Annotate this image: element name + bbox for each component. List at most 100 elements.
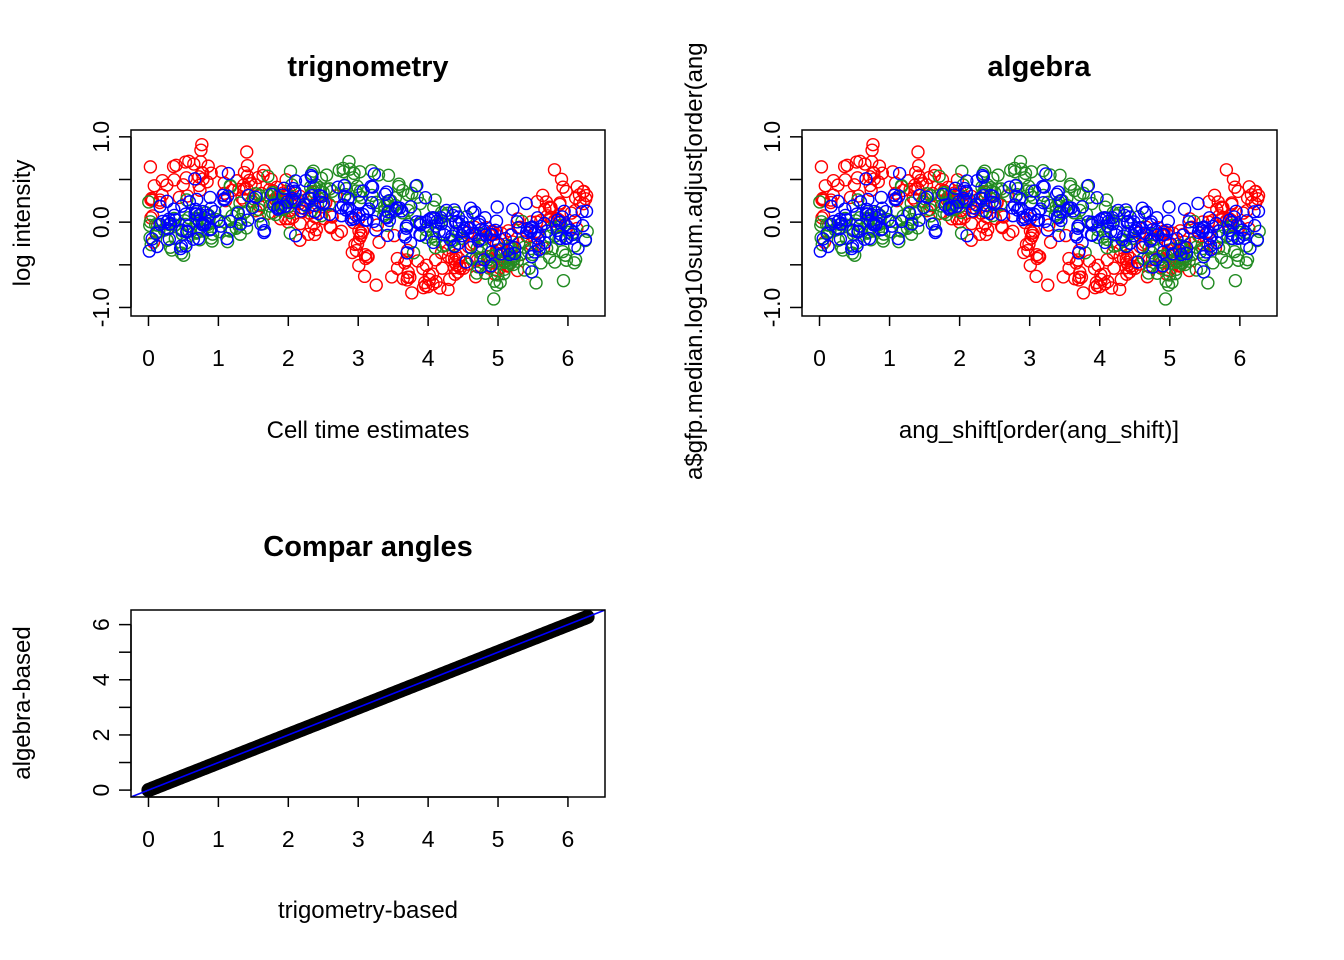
data-point [399,221,414,236]
data-point [294,204,308,218]
x-tick-label: 3 [352,826,365,852]
data-point [1212,224,1226,239]
data-point [369,223,383,237]
data-point [477,253,491,267]
data-point [221,166,236,181]
x-axis-label: ang_shift[order(ang_shift)] [899,417,1179,444]
y-axis-label: log intensity [9,160,36,287]
data-point [451,236,466,250]
data-point [443,233,457,247]
data-point [847,178,862,192]
data-point [553,197,567,212]
data-point [487,292,501,306]
data-point [891,231,905,246]
data-point [886,165,900,179]
data-point [858,157,872,171]
data-point [827,214,841,229]
data-point [1244,188,1259,202]
data-point [1051,211,1066,225]
data-point [960,229,974,243]
data-point [1232,231,1246,245]
data-point [1041,278,1055,292]
data-point [489,214,504,228]
data-point [932,169,946,183]
data-point [178,155,193,169]
data-point [217,193,231,207]
data-point [1062,261,1076,276]
data-point [410,178,424,193]
x-tick-label: 2 [282,826,295,852]
x-tick-label: 1 [883,345,896,371]
data-point [1071,221,1085,236]
x-tick-label: 3 [1023,345,1036,371]
data-point [508,240,522,255]
data-point [1018,171,1032,185]
data-point [519,196,533,211]
data-point [1006,224,1020,239]
data-point [162,212,176,226]
data-point [959,184,973,198]
data-point [889,215,903,229]
data-point [364,163,379,178]
data-point [276,188,290,202]
data-point [913,173,928,188]
data-point [445,251,459,266]
data-point [564,206,578,220]
data-point [240,158,255,173]
data-point [1030,248,1044,262]
data-point [1209,216,1224,231]
data-point [143,160,158,174]
data-point [342,154,356,169]
data-point [1162,200,1176,214]
data-point [1075,236,1089,250]
data-point [912,188,927,203]
data-point [385,270,399,284]
data-point [1043,235,1058,249]
data-point [838,173,852,187]
data-point [1013,154,1028,169]
data-point [1040,223,1055,237]
data-point [490,278,504,292]
data-point [814,160,829,174]
data-point [1088,280,1102,295]
data-point [187,157,201,171]
y-tick-label: 0 [88,784,114,797]
data-point [396,272,410,286]
data-point [567,256,581,270]
data-point [442,272,457,287]
data-point [490,200,504,214]
data-point [418,191,433,205]
data-point [892,166,907,181]
data-point [840,158,854,173]
data-point [1091,230,1105,245]
data-point [257,224,272,238]
data-point [1248,219,1262,233]
data-point [909,165,923,180]
data-point [813,244,828,258]
data-point [1165,247,1180,261]
data-point [365,188,379,203]
data-point [991,168,1005,182]
data-point [1056,270,1070,284]
data-point [872,159,887,173]
data-point [1222,213,1237,227]
data-point [979,205,993,219]
data-point [220,189,235,203]
data-point [1030,251,1044,266]
x-axis-label: trigometry-based [278,897,458,924]
data-point [527,245,542,259]
data-point [174,246,189,260]
data-point [1248,185,1262,199]
data-point [150,239,164,254]
data-point [1002,180,1017,194]
data-point [456,261,471,275]
data-point [447,239,462,254]
data-point [904,196,918,210]
data-point [201,159,215,173]
y-tick-label: 0.0 [759,206,785,238]
data-point [1092,279,1107,294]
data-point [977,188,991,203]
data-point [179,239,193,253]
data-point [846,223,861,238]
data-point [256,168,270,183]
